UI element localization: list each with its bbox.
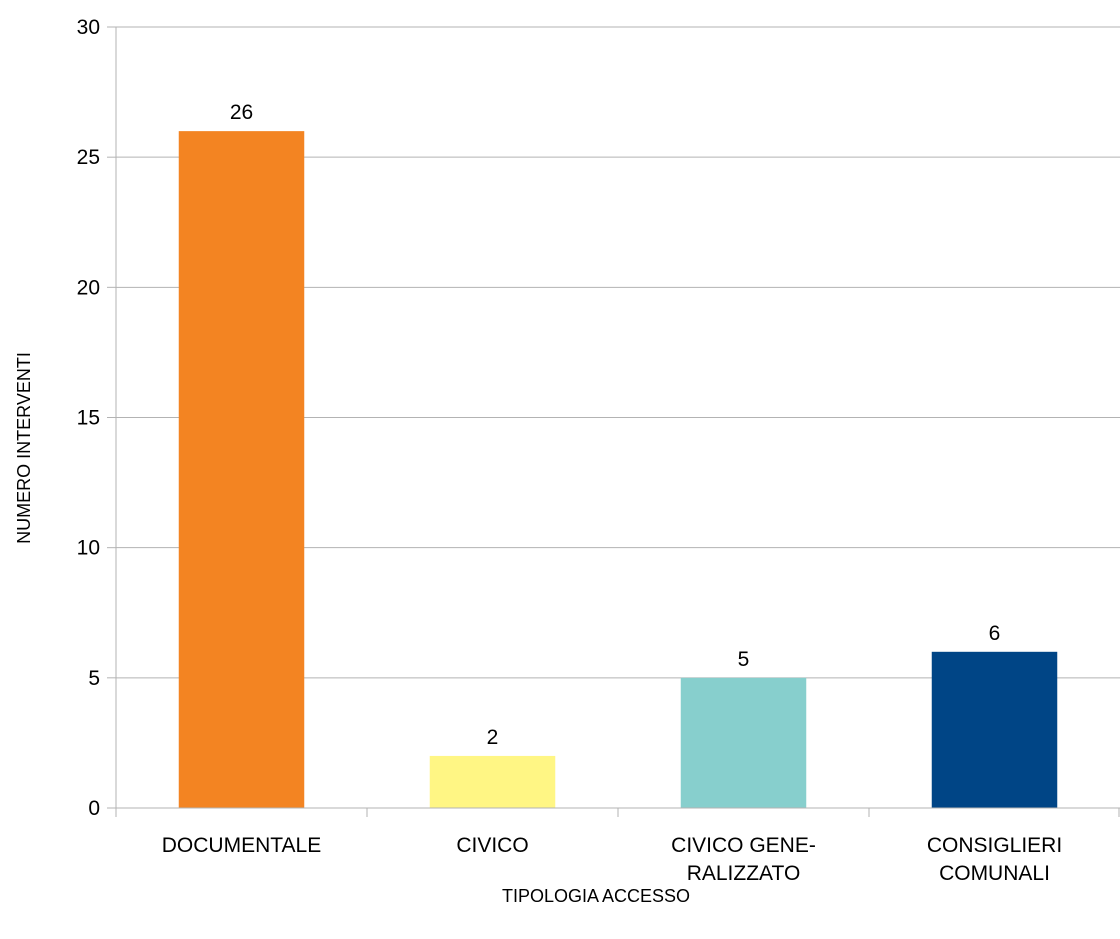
data-label: 6 [989,622,1001,645]
category-label: CONSIGLIERI [927,834,1062,857]
data-label: 26 [230,101,253,124]
axes [107,26,1120,817]
data-label: 2 [487,726,499,749]
y-tick-label: 25 [77,146,100,169]
bar [429,755,556,808]
bars [178,131,1058,809]
y-tick-label: 15 [77,407,100,430]
y-axis-title: NUMERO INTERVENTI [14,352,34,544]
category-label: CIVICO GENE- [671,834,816,857]
bar [178,131,305,809]
y-tick-label: 20 [77,276,100,299]
bar [680,677,807,808]
data-label: 5 [738,648,750,671]
category-label: COMUNALI [939,862,1050,885]
x-axis-title: TIPOLOGIA ACCESSO [502,886,690,906]
y-tick-label: 0 [88,797,100,820]
category-label: RALIZZATO [687,862,801,885]
labels: 0 5 10 15 20 25 30 26 DOCUMENTALE 2 CIVICO 5 CIVICO … [77,16,1063,885]
y-tick-label: 5 [88,667,100,690]
bar [931,651,1058,808]
y-tick-label: 30 [77,16,100,39]
y-tick-label: 10 [77,537,100,560]
category-label: CIVICO [456,834,528,857]
category-label: DOCUMENTALE [162,834,321,857]
